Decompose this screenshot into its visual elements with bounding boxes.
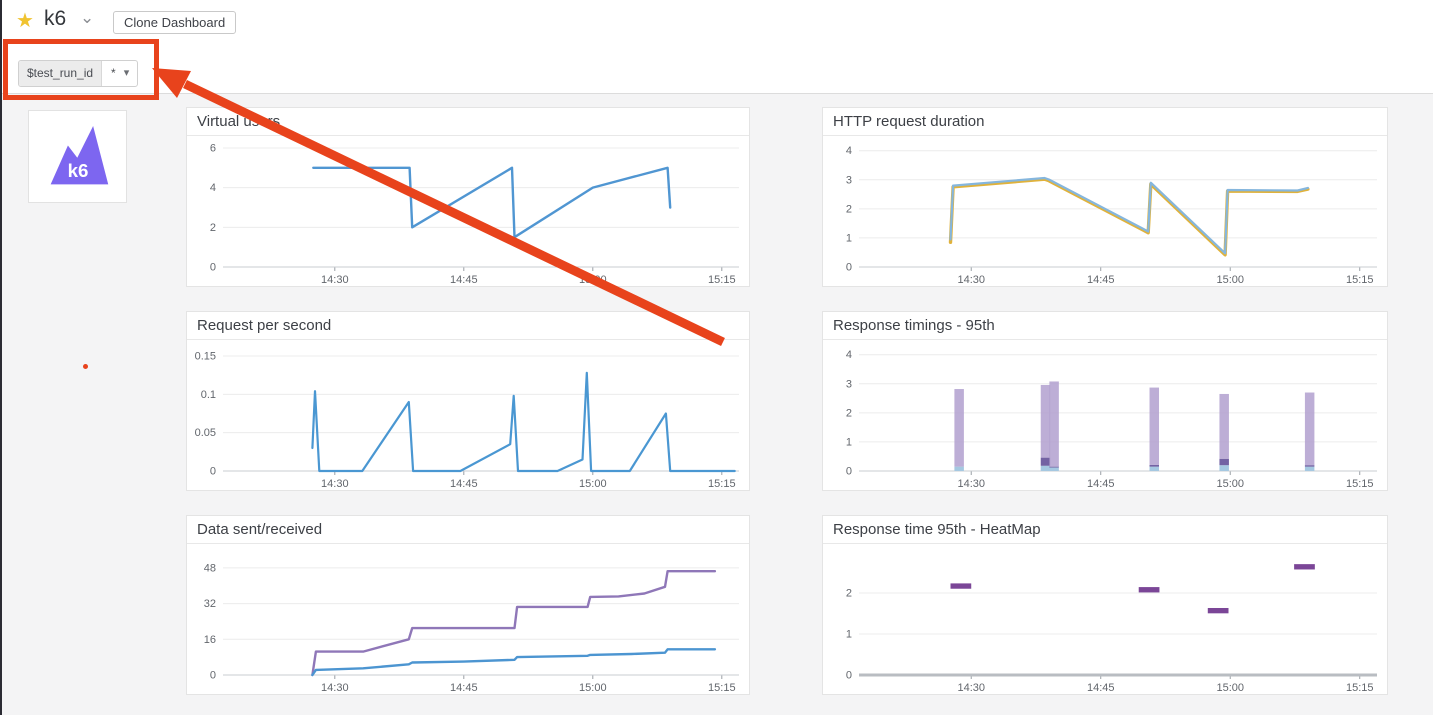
- svg-text:4: 4: [846, 349, 852, 361]
- svg-text:3: 3: [846, 378, 852, 390]
- panel-title-http-request-duration[interactable]: HTTP request duration: [823, 108, 1387, 136]
- svg-text:48: 48: [204, 562, 216, 574]
- svg-text:0.1: 0.1: [201, 389, 216, 401]
- svg-text:14:45: 14:45: [1087, 274, 1115, 286]
- svg-text:6: 6: [210, 142, 216, 154]
- panel-title-virtual-users[interactable]: Virtual users: [187, 108, 749, 136]
- http-request-duration-chart[interactable]: 0 1 2 3 4 14:30 14:45 15:00 15:15: [823, 136, 1387, 287]
- svg-text:0: 0: [846, 262, 852, 274]
- panel-response-timings-95th: Response timings - 95th 0 1 2 3 4 14:30 14:45 1…: [822, 311, 1388, 491]
- virtual-users-chart[interactable]: 0 2 4 6 14:30 14:45 15:00 15:15: [187, 136, 749, 287]
- svg-text:14:45: 14:45: [1087, 682, 1115, 694]
- request-per-second-chart[interactable]: 0 0.05 0.1 0.15 14:30 14:45 15:00 15:15: [187, 340, 749, 491]
- panel-title-response-time-heatmap[interactable]: Response time 95th - HeatMap: [823, 516, 1387, 544]
- dashboard-header: ★ k6 ⌄ Clone Dashboard: [0, 0, 1433, 94]
- svg-text:1: 1: [846, 232, 852, 244]
- svg-text:15:00: 15:00: [1216, 274, 1244, 286]
- svg-text:2: 2: [846, 407, 852, 419]
- panel-title-response-timings-95th[interactable]: Response timings - 95th: [823, 312, 1387, 340]
- k6-logo-text: k6: [67, 160, 88, 181]
- response-timings-95th-chart[interactable]: 0 1 2 3 4 14:30 14:45 15:00 15:15: [823, 340, 1387, 491]
- panel-data-sent-received: Data sent/received 0 16 32 48 14:30 14:45 15:0…: [186, 515, 750, 695]
- svg-text:2: 2: [210, 222, 216, 234]
- svg-text:14:30: 14:30: [957, 478, 985, 490]
- chevron-down-icon[interactable]: ⌄: [80, 8, 95, 27]
- svg-text:3: 3: [846, 174, 852, 186]
- svg-text:15:00: 15:00: [579, 274, 607, 286]
- k6-logo-panel: k6: [28, 110, 127, 203]
- svg-text:15:15: 15:15: [1346, 682, 1374, 694]
- k6-logo: k6: [50, 125, 108, 184]
- svg-text:14:45: 14:45: [1087, 478, 1115, 490]
- window-edge: [0, 0, 2, 715]
- svg-text:14:30: 14:30: [957, 274, 985, 286]
- svg-text:2: 2: [846, 203, 852, 215]
- svg-text:15:00: 15:00: [579, 682, 607, 694]
- svg-text:15:15: 15:15: [708, 478, 736, 490]
- svg-text:14:30: 14:30: [321, 682, 349, 694]
- svg-text:15:00: 15:00: [1216, 682, 1244, 694]
- favorite-star-icon[interactable]: ★: [16, 10, 34, 32]
- svg-text:0: 0: [846, 466, 852, 478]
- svg-text:4: 4: [846, 145, 852, 157]
- clone-dashboard-button[interactable]: Clone Dashboard: [113, 11, 237, 34]
- svg-text:15:15: 15:15: [708, 682, 736, 694]
- svg-text:14:30: 14:30: [321, 274, 349, 286]
- dropdown-caret-icon[interactable]: ▾: [123, 67, 130, 79]
- panel-title-data-sent-received[interactable]: Data sent/received: [187, 516, 749, 544]
- panel-virtual-users: Virtual users 0 2 4 6 14:30 14:45 15:00 15:15: [186, 107, 750, 287]
- svg-text:15:15: 15:15: [708, 274, 736, 286]
- panel-http-request-duration: HTTP request duration 0 1 2 3 4 14:30 14:45 15:…: [822, 107, 1388, 287]
- svg-text:32: 32: [204, 598, 216, 610]
- response-time-heatmap-chart[interactable]: 0 1 2 14:30 14:45 15:00 15:15: [823, 544, 1387, 695]
- svg-text:14:30: 14:30: [957, 682, 985, 694]
- svg-text:0.15: 0.15: [195, 350, 216, 362]
- panel-title-request-per-second[interactable]: Request per second: [187, 312, 749, 340]
- svg-text:15:00: 15:00: [579, 478, 607, 490]
- svg-text:2: 2: [846, 588, 852, 600]
- svg-text:1: 1: [846, 436, 852, 448]
- svg-text:15:15: 15:15: [1346, 478, 1374, 490]
- annotation-dot: [83, 364, 88, 369]
- data-sent-received-chart[interactable]: 0 16 32 48 14:30 14:45 15:00 15:15: [187, 544, 749, 695]
- svg-text:0: 0: [210, 670, 216, 682]
- svg-text:0: 0: [846, 670, 852, 682]
- svg-text:14:30: 14:30: [321, 478, 349, 490]
- panel-response-time-heatmap: Response time 95th - HeatMap 0 1 2 14:30 14:…: [822, 515, 1388, 695]
- svg-text:14:45: 14:45: [450, 478, 478, 490]
- svg-text:16: 16: [204, 634, 216, 646]
- svg-text:1: 1: [846, 629, 852, 641]
- svg-text:0.05: 0.05: [195, 427, 216, 439]
- test-run-id-variable-dropdown[interactable]: $test_run_id * ▾: [18, 60, 139, 87]
- svg-text:0: 0: [210, 466, 216, 478]
- variable-name-label: $test_run_id: [19, 61, 103, 86]
- svg-text:15:15: 15:15: [1346, 274, 1374, 286]
- svg-text:14:45: 14:45: [450, 274, 478, 286]
- svg-text:15:00: 15:00: [1216, 478, 1244, 490]
- svg-text:4: 4: [210, 182, 216, 194]
- panel-request-per-second: Request per second 0 0.05 0.1 0.15 14:30 14:4…: [186, 311, 750, 491]
- variable-value[interactable]: *: [111, 66, 116, 80]
- svg-text:0: 0: [210, 262, 216, 274]
- dashboard-title[interactable]: k6: [44, 7, 67, 30]
- k6-logo-mountain: [50, 125, 108, 184]
- svg-text:14:45: 14:45: [450, 682, 478, 694]
